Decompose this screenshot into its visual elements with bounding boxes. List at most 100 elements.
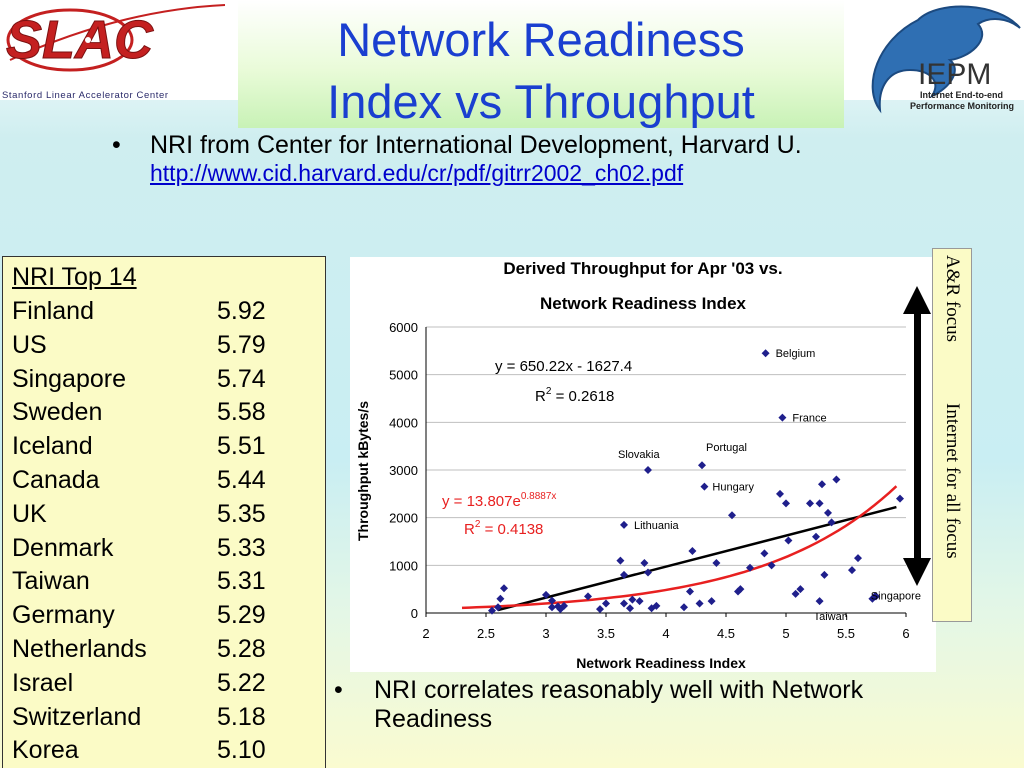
data-point xyxy=(628,595,637,604)
data-point xyxy=(707,597,716,606)
chart-title-line2: Network Readiness Index xyxy=(540,294,747,313)
throughput-chart: Derived Throughput for Apr '03 vs. Netwo… xyxy=(350,257,936,672)
data-point xyxy=(782,499,790,508)
data-point xyxy=(812,532,820,541)
chart-y-axis-label: Throughput kBytes/s xyxy=(355,401,371,541)
nri-value: 5.18 xyxy=(217,702,266,731)
data-point xyxy=(760,549,769,558)
nri-country: Iceland xyxy=(12,432,93,461)
data-point xyxy=(688,547,697,556)
data-point xyxy=(712,558,721,567)
nri-country: Canada xyxy=(12,466,100,494)
data-point xyxy=(695,599,704,608)
data-point xyxy=(635,597,644,606)
data-point xyxy=(824,508,832,517)
data-point xyxy=(560,601,568,610)
data-point xyxy=(820,570,829,579)
data-point xyxy=(620,599,628,608)
x-tick-label: 6 xyxy=(902,626,909,641)
data-point xyxy=(640,558,649,567)
focus-label-box: A&R focus Internet for all focus xyxy=(932,248,972,622)
nri-row: Finland 5.92 xyxy=(12,297,317,331)
data-point xyxy=(815,597,824,606)
data-point xyxy=(806,499,814,508)
ar-focus-label: A&R focus xyxy=(942,255,963,343)
data-point xyxy=(548,603,556,612)
nri-country: Finland xyxy=(12,297,94,325)
data-point xyxy=(652,601,661,610)
point-label: Slovakia xyxy=(618,449,660,461)
nri-row: UK 5.35 xyxy=(12,500,317,534)
point-label: Singapore xyxy=(871,590,921,602)
harvard-pdf-link[interactable]: http://www.cid.harvard.edu/cr/pdf/gitrr2… xyxy=(150,160,684,186)
data-point xyxy=(616,556,625,565)
nri-row: Singapore 5.74 xyxy=(12,365,317,399)
data-point xyxy=(686,587,694,596)
data-point xyxy=(746,563,754,572)
nri-top14-panel: NRI Top 14 Finland 5.92 US 5.79 Singapore 5.7… xyxy=(2,256,326,768)
data-point xyxy=(626,604,634,613)
data-point xyxy=(680,603,688,612)
y-tick-label: 3000 xyxy=(389,463,418,478)
y-tick-label: 6000 xyxy=(389,320,418,335)
nri-row: Iceland 5.51 xyxy=(12,432,317,466)
data-point xyxy=(620,520,628,529)
nri-row: Taiwan 5.31 xyxy=(12,567,317,601)
data-point xyxy=(644,568,652,577)
nri-country: Denmark xyxy=(12,533,114,562)
point-label: France xyxy=(792,413,826,425)
nri-value: 5.58 xyxy=(217,398,266,427)
nri-country: Netherlands xyxy=(12,635,147,663)
iepm-caption-2: Performance Monitoring xyxy=(910,101,1014,111)
bullet-text: NRI correlates reasonably well with Netw… xyxy=(374,676,864,733)
y-tick-label: 0 xyxy=(411,606,418,621)
point-label: Hungary xyxy=(712,482,754,494)
x-tick-label: 4.5 xyxy=(717,626,735,641)
data-point xyxy=(596,605,604,614)
exp-fit-curve xyxy=(461,485,898,610)
data-point xyxy=(767,561,776,570)
nri-row: Netherlands 5.28 xyxy=(12,635,317,669)
nri-value: 5.10 xyxy=(217,736,266,765)
nri-country: Switzerland xyxy=(12,702,142,731)
point-label: Taiwan xyxy=(814,611,848,623)
title-box: Network Readiness Index vs Throughput xyxy=(238,0,844,128)
x-tick-label: 5 xyxy=(782,626,789,641)
data-point xyxy=(496,594,505,603)
chart-x-axis-label: Network Readiness Index xyxy=(576,655,746,671)
data-point xyxy=(827,518,836,527)
data-point xyxy=(776,489,784,498)
nri-row: US 5.79 xyxy=(12,331,317,365)
data-point xyxy=(542,590,550,599)
x-tick-label: 3 xyxy=(542,626,549,641)
chart-svg: Derived Throughput for Apr '03 vs. Netwo… xyxy=(355,259,921,671)
point-label: Belgium xyxy=(776,348,816,360)
exp-fit-equation: y = 13.807e0.8887x xyxy=(442,491,556,510)
data-point xyxy=(896,494,904,503)
x-tick-label: 3.5 xyxy=(597,626,615,641)
nri-value: 5.44 xyxy=(217,466,266,494)
data-point xyxy=(736,585,745,594)
chart-title-line1: Derived Throughput for Apr '03 vs. xyxy=(503,259,782,278)
nri-value: 5.22 xyxy=(217,668,266,697)
iepm-logo-text: IEPM xyxy=(918,58,991,91)
nri-value: 5.79 xyxy=(217,330,266,359)
nri-country: Germany xyxy=(12,601,115,630)
page-title-line1: Network Readiness xyxy=(337,13,745,66)
data-point xyxy=(644,466,652,474)
y-tick-label: 2000 xyxy=(389,511,418,526)
y-tick-label: 5000 xyxy=(389,368,418,383)
nri-country: Singapore xyxy=(12,364,126,393)
nri-value: 5.31 xyxy=(217,567,266,596)
linear-fit-equation: y = 650.22x - 1627.4 xyxy=(495,358,632,375)
nri-row: Sweden 5.58 xyxy=(12,398,317,432)
y-tick-label: 4000 xyxy=(389,415,418,430)
slac-logo-text: SLAC xyxy=(6,10,154,70)
data-point xyxy=(791,589,800,598)
x-tick-label: 2 xyxy=(422,626,429,641)
bullet-marker: • xyxy=(334,676,343,704)
nri-value: 5.35 xyxy=(217,499,266,528)
bullet-marker: • xyxy=(112,131,121,159)
data-point xyxy=(584,592,592,601)
data-point xyxy=(796,585,805,594)
